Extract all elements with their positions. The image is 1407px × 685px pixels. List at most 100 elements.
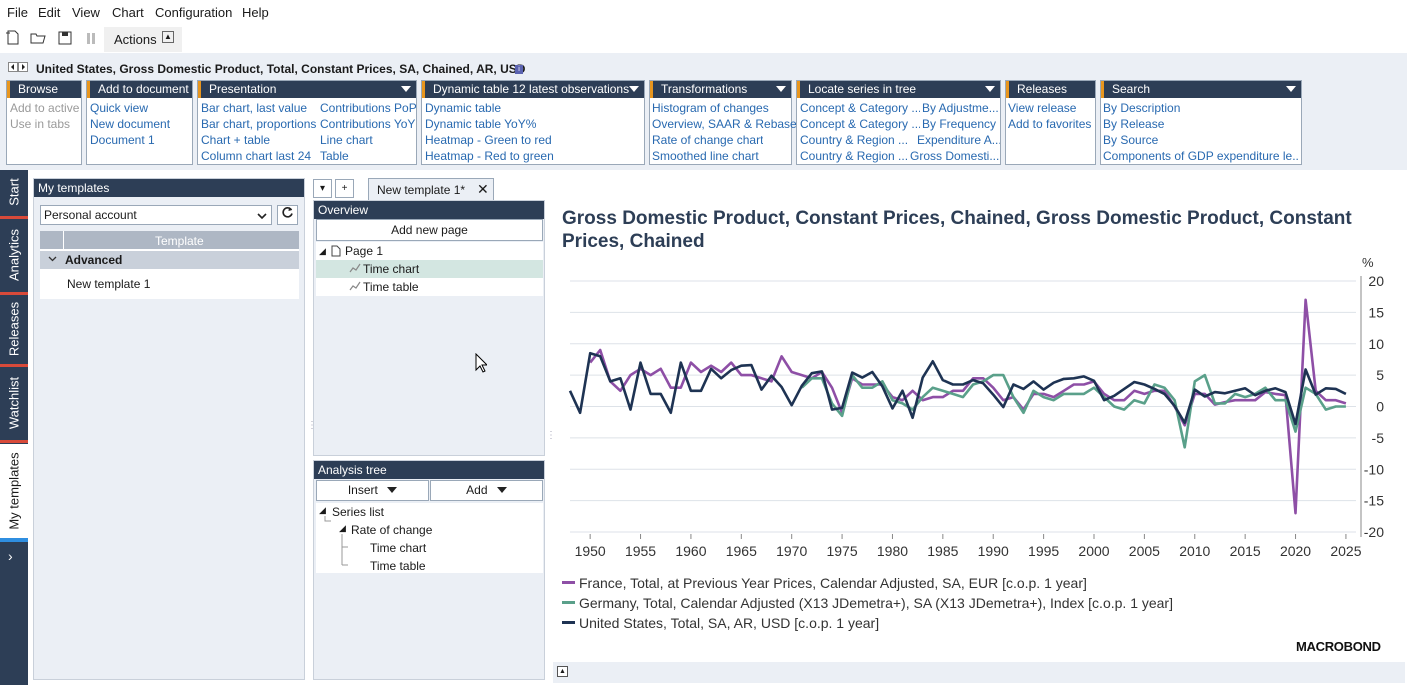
presentation-link[interactable]: Table	[320, 149, 349, 163]
legend-item-france[interactable]: France, Total, at Previous Year Prices, …	[562, 575, 1087, 591]
series-nav-arrows-icon[interactable]	[8, 62, 28, 74]
splitter-handle[interactable]: ⋮	[546, 430, 556, 441]
transformations-dropdown-icon[interactable]	[776, 86, 786, 92]
presentation-link[interactable]: Column chart last 24	[201, 149, 312, 163]
presentation-link[interactable]: Bar chart, proportions	[201, 117, 317, 131]
dynamic-table-link[interactable]: Dynamic table	[425, 101, 502, 115]
legend-label: France, Total, at Previous Year Prices, …	[579, 575, 1087, 591]
search-link[interactable]: By Source	[1103, 133, 1159, 147]
menu-file[interactable]: File	[7, 5, 28, 20]
tab-label: New template 1*	[377, 183, 466, 197]
locate-link[interactable]: Concept & Category ...	[800, 101, 920, 115]
transformations-header[interactable]: Transformations	[650, 81, 791, 98]
locate-link[interactable]: Country & Region ...	[800, 149, 909, 163]
collapse-chevron-icon[interactable]	[48, 254, 57, 266]
search-link[interactable]: Components of GDP expenditure le...	[1103, 149, 1299, 163]
x-tick-label: 1975	[826, 543, 857, 559]
open-folder-icon[interactable]	[29, 30, 47, 48]
tab-analytics[interactable]: Analytics	[0, 220, 28, 290]
presentation-header[interactable]: Presentation	[198, 81, 416, 98]
template-item[interactable]: New template 1	[67, 277, 151, 291]
menu-edit[interactable]: Edit	[38, 5, 61, 20]
locate-link[interactable]: Country & Region ...	[800, 133, 909, 147]
presentation-link[interactable]: Line chart	[320, 133, 373, 147]
legend-item-germany[interactable]: Germany, Total, Calendar Adjusted (X13 J…	[562, 595, 1173, 611]
new-document-link[interactable]: New document	[90, 117, 171, 131]
analysis-row-series-list[interactable]: Series list	[332, 505, 385, 519]
presentation-link[interactable]: Bar chart, last value	[201, 101, 308, 115]
tabs-dropdown-button[interactable]: ▾	[313, 179, 332, 198]
view-release-link[interactable]: View release	[1008, 101, 1077, 115]
tab-releases[interactable]: Releases	[0, 296, 28, 362]
info-icon[interactable]: i	[515, 65, 523, 74]
save-icon[interactable]	[56, 30, 74, 48]
menu-help[interactable]: Help	[242, 5, 269, 20]
locate-link[interactable]: Expenditure A...	[917, 133, 1000, 147]
tab-watchlist[interactable]: Watchlist	[0, 368, 28, 438]
add-to-active-link[interactable]: Add to active	[10, 101, 80, 115]
locate-series-header[interactable]: Locate series in tree	[797, 81, 1000, 98]
transformation-link[interactable]: Histogram of changes	[652, 101, 769, 115]
transformations-group: Transformations Histogram of changes Ove…	[649, 80, 797, 165]
presentation-link[interactable]: Chart + table	[201, 133, 271, 147]
dynamic-table-header[interactable]: Dynamic table 12 latest observations	[422, 81, 644, 98]
insert-button[interactable]: Insert	[316, 480, 429, 501]
tab-start[interactable]: Start	[0, 170, 28, 214]
menu-configuration[interactable]: Configuration	[155, 5, 233, 20]
add-button[interactable]: Add	[430, 480, 543, 501]
overview-item-time-table[interactable]: Time table	[316, 278, 543, 296]
add-to-favorites-link[interactable]: Add to favorites	[1008, 117, 1092, 131]
dynamic-table-link[interactable]: Dynamic table YoY%	[425, 117, 537, 131]
add-new-page-button[interactable]: Add new page	[316, 219, 543, 241]
close-icon[interactable]: ✕	[477, 181, 489, 197]
transformation-link[interactable]: Smoothed line chart	[652, 149, 759, 163]
locate-series-dropdown-icon[interactable]	[985, 86, 995, 92]
expand-triangle-icon[interactable]: ◢	[339, 523, 346, 533]
expand-triangle-icon[interactable]: ◢	[319, 505, 326, 515]
expand-panel-icon[interactable]: ▲	[557, 666, 568, 677]
search-link[interactable]: By Release	[1103, 117, 1165, 131]
tab-new-template-1[interactable]: New template 1* ✕	[368, 178, 494, 200]
legend-item-us[interactable]: United States, Total, SA, AR, USD [c.o.p…	[562, 615, 879, 631]
menu-view[interactable]: View	[72, 5, 100, 20]
use-in-tabs-link[interactable]: Use in tabs	[10, 117, 71, 131]
page-row[interactable]: ◢ Page 1	[316, 242, 543, 260]
analysis-row-rate-of-change[interactable]: Rate of change	[351, 523, 433, 537]
expand-sidebar-icon[interactable]: ›	[8, 548, 13, 564]
add-tab-button[interactable]: +	[335, 179, 354, 198]
overview-item-time-chart[interactable]: Time chart	[316, 260, 543, 278]
transformation-link[interactable]: Rate of change chart	[652, 133, 764, 147]
template-column-header[interactable]: Template	[155, 234, 204, 248]
dynamic-table-dropdown-icon[interactable]	[629, 86, 639, 92]
presentation-link[interactable]: Contributions YoY	[320, 117, 416, 131]
analysis-row-time-chart[interactable]: Time chart	[370, 541, 427, 555]
search-dropdown-icon[interactable]	[1286, 86, 1296, 92]
locate-link[interactable]: By Adjustme...	[922, 101, 999, 115]
expand-triangle-icon[interactable]: ◢	[319, 246, 326, 256]
refresh-button[interactable]	[277, 205, 298, 225]
locate-link[interactable]: Concept & Category ...	[800, 117, 920, 131]
locate-link[interactable]: Gross Domesti...	[910, 149, 1000, 163]
locate-link[interactable]: By Frequency	[922, 117, 997, 131]
search-link[interactable]: By Description	[1103, 101, 1181, 115]
quick-view-link[interactable]: Quick view	[90, 101, 149, 115]
actions-tab[interactable]: Actions ▲	[104, 27, 182, 52]
dynamic-table-link[interactable]: Heatmap - Green to red	[425, 133, 552, 147]
template-group-row[interactable]: Advanced	[40, 251, 299, 269]
account-select[interactable]: Personal account	[40, 205, 272, 225]
analysis-row-time-table[interactable]: Time table	[370, 559, 426, 573]
document-1-link[interactable]: Document 1	[90, 133, 155, 147]
toolbar: Actions ▲	[0, 26, 1407, 53]
dynamic-table-link[interactable]: Heatmap - Red to green	[425, 149, 554, 163]
presentation-link[interactable]: Contributions PoP	[320, 101, 416, 115]
x-tick-label: 1980	[877, 543, 908, 559]
new-document-icon[interactable]	[4, 30, 22, 48]
collapse-actions-icon[interactable]: ▲	[162, 31, 174, 43]
presentation-dropdown-icon[interactable]	[401, 86, 411, 92]
search-header[interactable]: Search	[1101, 81, 1301, 98]
transformation-link[interactable]: Overview, SAAR & Rebase	[652, 117, 797, 131]
splitter-handle[interactable]: ⋮	[307, 420, 317, 431]
tab-my-templates[interactable]: My templates	[0, 444, 28, 538]
menu-chart[interactable]: Chart	[112, 5, 144, 20]
